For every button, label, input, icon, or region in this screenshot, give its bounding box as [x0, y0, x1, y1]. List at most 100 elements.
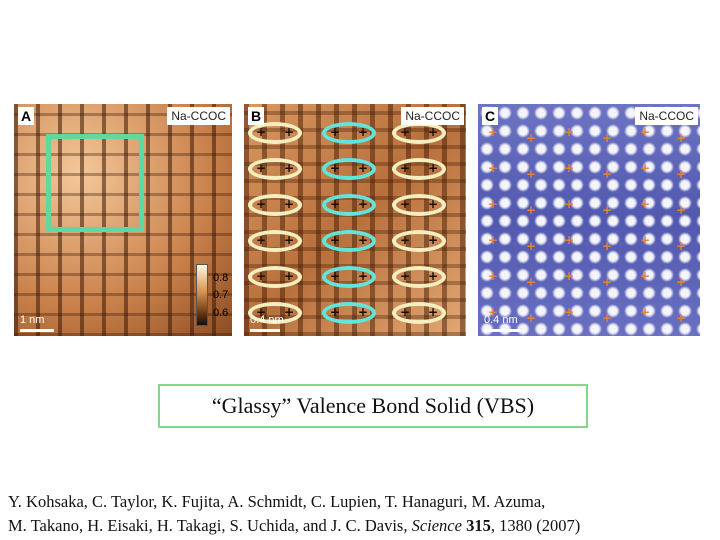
- site-marker: +: [400, 305, 411, 319]
- site-marker: +: [640, 197, 651, 211]
- site-marker: +: [676, 275, 687, 289]
- site-marker: +: [640, 233, 651, 247]
- colorbar-tick: 0.6: [213, 307, 229, 319]
- site-marker: +: [526, 131, 537, 145]
- scale-bar: 0.4 nm: [250, 314, 284, 332]
- site-marker: +: [400, 197, 411, 211]
- site-marker: +: [256, 233, 267, 247]
- bond-ellipse: [322, 194, 376, 216]
- site-marker: +: [358, 269, 369, 283]
- site-marker: +: [564, 305, 575, 319]
- site-marker: +: [602, 239, 613, 253]
- site-marker: +: [428, 197, 439, 211]
- bond-ellipse: [392, 302, 446, 324]
- bond-ellipse: [248, 158, 302, 180]
- site-marker: +: [284, 161, 295, 175]
- figure-caption: “Glassy” Valence Bond Solid (VBS): [158, 384, 588, 428]
- stm-image-panel-b: + + + + + + + + + + + + + + + + + + + + + + + + + + + + + + + + + + + + B N…: [244, 104, 466, 336]
- site-marker: +: [676, 131, 687, 145]
- site-marker: +: [330, 269, 341, 283]
- site-marker: +: [256, 197, 267, 211]
- site-marker: +: [330, 125, 341, 139]
- sample-tag: Na-CCOC: [167, 107, 230, 125]
- site-marker: +: [526, 203, 537, 217]
- site-marker: +: [488, 197, 499, 211]
- site-marker: +: [676, 311, 687, 325]
- site-marker: +: [330, 197, 341, 211]
- site-marker: +: [358, 161, 369, 175]
- site-marker: +: [256, 305, 267, 319]
- site-marker: +: [564, 161, 575, 175]
- site-marker: +: [488, 233, 499, 247]
- site-marker: +: [358, 233, 369, 247]
- site-marker: +: [676, 239, 687, 253]
- site-marker: +: [640, 125, 651, 139]
- site-marker: +: [284, 197, 295, 211]
- site-marker: +: [358, 125, 369, 139]
- site-marker: +: [526, 167, 537, 181]
- site-marker: +: [284, 269, 295, 283]
- site-marker: +: [400, 125, 411, 139]
- site-marker: +: [526, 311, 537, 325]
- bond-ellipse: [248, 266, 302, 288]
- site-marker: +: [564, 197, 575, 211]
- site-marker: +: [428, 125, 439, 139]
- site-marker: +: [488, 269, 499, 283]
- stm-image-panel-a: A Na-CCOC 0.8 0.7 0.6 1 nm: [14, 104, 232, 336]
- site-marker: +: [602, 167, 613, 181]
- site-marker: +: [358, 197, 369, 211]
- site-marker: +: [428, 269, 439, 283]
- site-marker: +: [564, 125, 575, 139]
- bond-ellipse: [322, 302, 376, 324]
- sample-tag: Na-CCOC: [401, 107, 464, 125]
- site-marker: +: [488, 125, 499, 139]
- site-marker: +: [564, 269, 575, 283]
- panel-label: A: [18, 107, 35, 125]
- site-marker: +: [564, 233, 575, 247]
- bond-ellipse: [392, 266, 446, 288]
- sample-tag: Na-CCOC: [635, 107, 698, 125]
- bond-ellipse: [392, 230, 446, 252]
- site-marker: +: [284, 233, 295, 247]
- site-marker: +: [256, 269, 267, 283]
- bond-ellipse: [248, 122, 302, 144]
- bond-ellipse: [392, 158, 446, 180]
- caption-text: “Glassy” Valence Bond Solid (VBS): [211, 393, 535, 418]
- highlight-box: [46, 134, 144, 232]
- scale-bar: 1 nm: [20, 314, 54, 332]
- bond-ellipse: [322, 122, 376, 144]
- site-marker: +: [428, 161, 439, 175]
- site-marker: +: [400, 161, 411, 175]
- site-marker: +: [602, 131, 613, 145]
- site-marker: +: [256, 125, 267, 139]
- scale-label: 0.4 nm: [484, 314, 518, 326]
- site-marker: +: [428, 233, 439, 247]
- panel-label: B: [248, 107, 265, 125]
- site-marker: +: [602, 275, 613, 289]
- bond-ellipse: [248, 194, 302, 216]
- citation-line-2: M. Takano, H. Eisaki, H. Takagi, S. Uchi…: [8, 514, 712, 538]
- site-marker: +: [676, 203, 687, 217]
- site-marker: +: [488, 161, 499, 175]
- site-marker: +: [330, 233, 341, 247]
- site-marker: +: [400, 269, 411, 283]
- site-marker: +: [488, 305, 499, 319]
- bond-ellipse: [322, 230, 376, 252]
- site-marker: +: [428, 305, 439, 319]
- citation: Y. Kohsaka, C. Taylor, K. Fujita, A. Sch…: [8, 490, 712, 538]
- site-marker: +: [358, 305, 369, 319]
- bond-ellipse: [322, 158, 376, 180]
- site-marker: +: [526, 239, 537, 253]
- stm-image-panel-c: + + + + + + + + + + + + + + + + + + + + + + + + + + + + + + + + + + + + C N…: [478, 104, 700, 336]
- site-marker: +: [640, 305, 651, 319]
- panel-label: C: [482, 107, 499, 125]
- site-marker: +: [284, 305, 295, 319]
- bond-ellipse: [248, 230, 302, 252]
- bond-ellipse: [392, 194, 446, 216]
- colorbar-tick: 0.7: [213, 289, 229, 301]
- site-marker: +: [400, 233, 411, 247]
- site-marker: +: [640, 269, 651, 283]
- citation-pages-year: , 1380 (2007): [490, 516, 581, 535]
- site-marker: +: [526, 275, 537, 289]
- site-marker: +: [602, 311, 613, 325]
